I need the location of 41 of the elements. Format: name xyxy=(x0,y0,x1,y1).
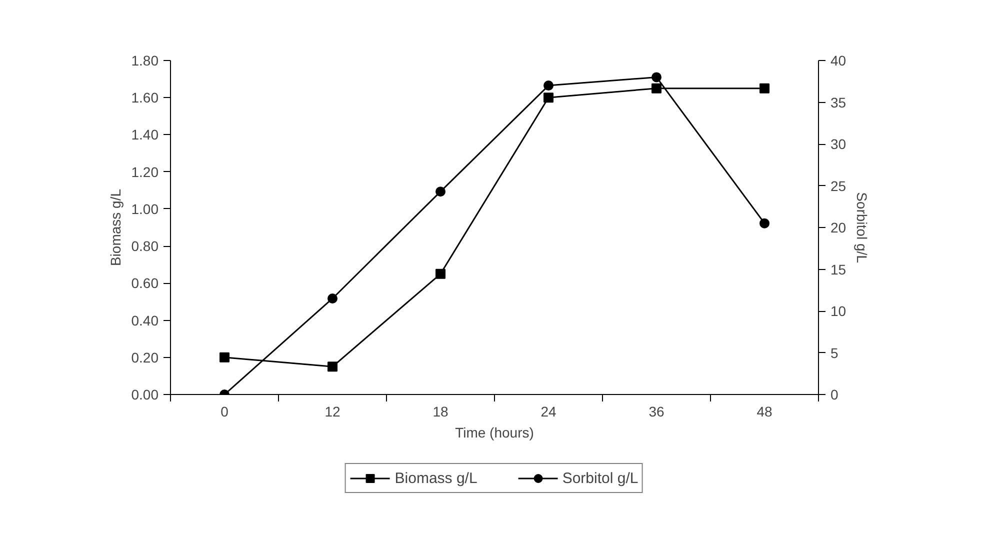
point xyxy=(436,268,446,279)
y2-tick-label: 0 xyxy=(830,386,838,402)
point xyxy=(544,92,554,103)
x-tick-label: 0 xyxy=(220,404,229,420)
point xyxy=(652,72,662,82)
y2-tick-label: 5 xyxy=(830,344,838,361)
y2-tick-label: 40 xyxy=(830,52,846,68)
point xyxy=(760,218,770,228)
y-axis-title: Biomass g/L xyxy=(107,188,124,266)
y-tick-label: 1.80 xyxy=(131,52,159,68)
x-tick-label: 24 xyxy=(540,404,556,420)
y-tick-label: 0.80 xyxy=(131,238,159,254)
y-tick-label: 0.20 xyxy=(131,349,159,366)
y-tick-label: 0.00 xyxy=(131,386,159,402)
x-axis-title: Time (hours) xyxy=(455,424,534,440)
y2-tick-label: 30 xyxy=(830,136,846,152)
y-tick-label: 1.40 xyxy=(131,126,159,143)
y2-tick-label: 10 xyxy=(830,303,846,319)
y2-tick-label: 20 xyxy=(830,220,846,236)
y2-tick-label: 35 xyxy=(830,94,846,110)
y-tick-label: 1.60 xyxy=(131,90,159,106)
y-tick-label: 1.00 xyxy=(131,200,159,217)
point xyxy=(436,186,446,197)
y2-tick-label: 15 xyxy=(830,261,846,278)
x-tick-label: 36 xyxy=(648,404,664,420)
y2-axis-title: Sorbitol g/L xyxy=(854,192,870,264)
x-tick-label: 48 xyxy=(756,404,772,420)
point xyxy=(328,293,338,304)
point xyxy=(220,352,230,362)
y-tick-label: 1.20 xyxy=(131,164,159,180)
x-tick-label: 18 xyxy=(432,404,448,420)
point xyxy=(328,362,338,372)
point xyxy=(652,83,662,94)
point xyxy=(760,83,770,94)
y-tick-label: 0.40 xyxy=(131,312,159,328)
y-tick-label: 0.60 xyxy=(131,275,159,292)
y2-tick-label: 25 xyxy=(830,178,846,194)
x-tick-label: 12 xyxy=(324,404,340,420)
legend-label: Sorbitol g/L xyxy=(562,470,638,486)
legend-label: Biomass g/L xyxy=(394,470,478,486)
point xyxy=(544,80,554,91)
